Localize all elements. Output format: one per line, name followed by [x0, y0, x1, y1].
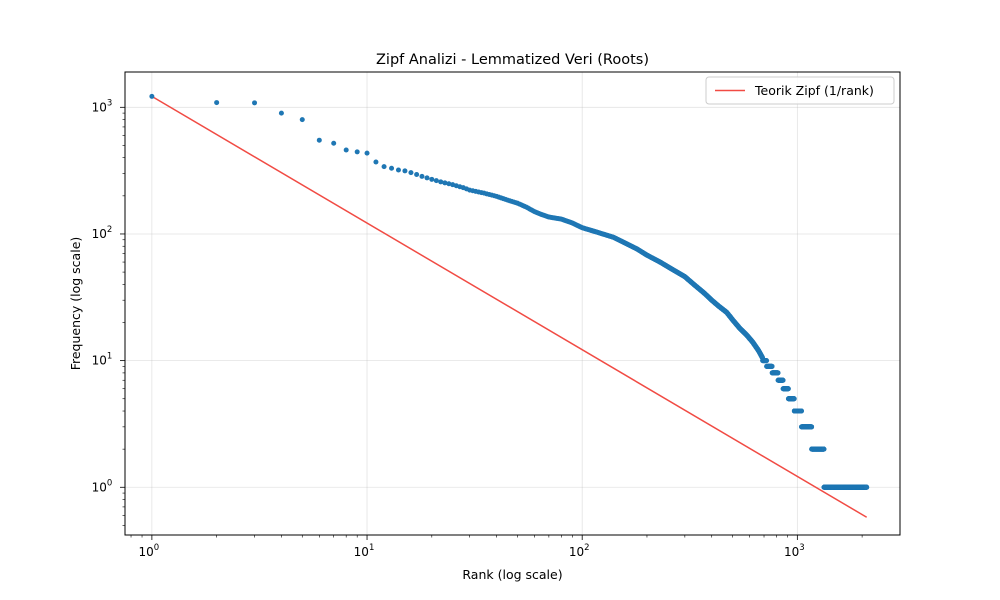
chart-title: Zipf Analizi - Lemmatized Veri (Roots) [376, 52, 649, 68]
grid-lines [125, 72, 900, 535]
data-point [395, 167, 401, 173]
plot-frame [124, 71, 901, 536]
data-point [343, 147, 349, 153]
data-point [364, 150, 370, 156]
data-point [429, 176, 435, 182]
data-point [438, 179, 444, 185]
data-point [791, 396, 797, 402]
data-marks [149, 93, 870, 518]
x-axis-label: Rank (log scale) [462, 567, 562, 582]
legend: Teorik Zipf (1/rank) [705, 76, 895, 105]
data-point [809, 424, 815, 430]
data-point [299, 117, 305, 123]
y-tick-exponent: 3 [107, 98, 112, 108]
data-point [408, 170, 414, 176]
data-point [798, 408, 804, 414]
x-tick-exponent: 1 [369, 543, 374, 553]
legend-label: Teorik Zipf (1/rank) [754, 83, 874, 98]
data-point [354, 149, 360, 155]
data-point [316, 137, 322, 143]
zipf-theory-line [151, 95, 868, 518]
x-tick-exponent: 2 [584, 543, 589, 553]
data-point [785, 386, 791, 392]
y-tick-exponent: 1 [107, 352, 112, 362]
y-tick-exponent: 2 [107, 225, 112, 235]
legend-box [705, 76, 895, 105]
data-point [424, 175, 430, 181]
data-point [864, 484, 870, 490]
data-point [775, 370, 781, 376]
x-tick-exponent: 0 [154, 543, 159, 553]
y-axis-label: Frequency (log scale) [68, 237, 83, 371]
data-point [446, 181, 452, 187]
data-point [381, 164, 387, 170]
data-point [214, 100, 220, 106]
x-tick-exponent: 3 [799, 543, 804, 553]
data-point [433, 178, 439, 184]
data-point [278, 110, 284, 116]
data-point [780, 377, 786, 383]
data-point [252, 100, 258, 106]
data-point [389, 165, 395, 171]
data-point [373, 159, 379, 165]
data-point [442, 180, 448, 186]
y-tick-exponent: 0 [107, 478, 112, 488]
data-point [419, 173, 425, 179]
plot-area [125, 72, 900, 535]
data-point [402, 168, 408, 174]
data-point [821, 446, 827, 452]
data-point [764, 358, 770, 364]
data-point [149, 93, 155, 99]
data-point [331, 140, 337, 146]
data-point [414, 172, 420, 178]
data-point [769, 363, 775, 369]
